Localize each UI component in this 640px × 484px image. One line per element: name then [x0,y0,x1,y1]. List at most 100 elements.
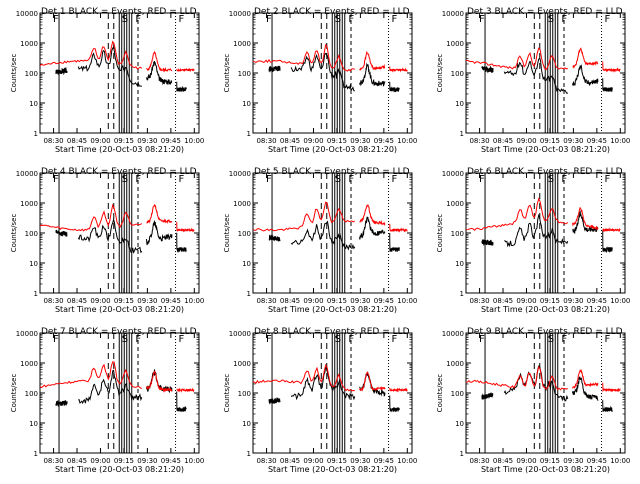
y-tick-label: 10000 [442,10,464,18]
y-tick-label: 1000 [233,360,251,368]
region-marker-label: F [53,14,59,25]
region-marker-label: F [479,334,485,345]
x-tick-label: 09:45 [161,137,181,145]
y-tick-label: 1 [247,130,251,138]
y-tick-label: 1000 [446,360,464,368]
x-axis-label: Start Time (20-Oct-03 08:21:20) [55,465,184,474]
region-marker-label: F [53,334,59,345]
x-tick-label: 09:30 [350,137,370,145]
events-series-line [146,219,173,246]
x-axis-label: Start Time (20-Oct-03 08:21:20) [481,145,610,154]
y-axis-label: Counts/sec [436,54,444,93]
events-series-line [503,57,569,94]
region-marker-label: S [335,334,341,345]
lld-series-line [602,227,621,233]
x-tick-label: 09:15 [327,297,347,305]
events-series-line [602,78,613,92]
y-tick-label: 100 [451,390,464,398]
y-tick-label: 1000 [20,40,38,48]
events-series-line [481,65,494,74]
y-tick-label: 10000 [229,170,251,178]
lld-series-line [40,40,143,70]
x-tick-label: 09:15 [114,457,134,465]
y-tick-label: 10 [29,260,38,268]
x-tick-label: 09:15 [327,457,347,465]
x-axis-label: Start Time (20-Oct-03 08:21:20) [55,145,184,154]
x-tick-label: 09:30 [563,297,583,305]
y-tick-label: 100 [25,230,38,238]
region-marker-label: S [122,14,128,25]
x-tick-label: 08:30 [469,297,489,305]
region-marker-label: F [348,334,354,345]
region-marker-label: F [135,174,141,185]
lld-series-line [176,221,195,233]
events-series-line [290,220,356,251]
lld-series-line [389,387,408,393]
x-axis-label: Start Time (20-Oct-03 08:21:20) [55,305,184,314]
lld-series-line [602,382,621,393]
events-series-line [572,376,599,401]
y-tick-label: 1 [247,290,251,298]
x-tick-label: 10:00 [184,457,204,465]
y-tick-label: 1000 [446,40,464,48]
region-marker-label: F [392,334,398,345]
x-axis-label: Start Time (20-Oct-03 08:21:20) [268,305,397,314]
y-tick-label: 10000 [16,170,38,178]
lld-series-line [359,204,386,227]
panel-title: Det 6 BLACK = Events, RED = LLD [467,167,623,177]
y-tick-label: 10000 [442,170,464,178]
region-marker-label: F [479,174,485,185]
lld-series-line [466,47,568,71]
x-tick-label: 09:45 [587,297,607,305]
region-marker-label: F [135,14,141,25]
y-tick-label: 1000 [446,200,464,208]
lld-series-line [572,207,599,231]
x-tick-label: 08:45 [280,457,300,465]
events-series-line [268,234,281,242]
region-marker-label: F [392,14,398,25]
y-tick-label: 100 [238,70,251,78]
lld-series-line [572,369,599,389]
x-tick-label: 09:30 [350,457,370,465]
y-tick-label: 10 [455,420,464,428]
events-series-line [359,371,386,397]
y-tick-label: 10 [29,100,38,108]
x-tick-label: 09:15 [540,457,560,465]
region-marker-label: S [335,174,341,185]
y-tick-label: 100 [25,390,38,398]
events-series-line [504,213,569,248]
panel-title: Det 5 BLACK = Events, RED = LLD [254,167,410,177]
y-tick-label: 1 [34,290,38,298]
x-tick-label: 09:45 [374,137,394,145]
y-tick-label: 10 [455,100,464,108]
x-tick-label: 08:45 [493,137,513,145]
region-marker-label: F [179,14,185,25]
y-axis-label: Counts/sec [10,214,18,253]
events-series-line [481,392,494,401]
x-tick-label: 09:00 [516,297,536,305]
y-tick-label: 100 [451,230,464,238]
y-tick-label: 1000 [233,40,251,48]
y-tick-label: 1000 [233,200,251,208]
x-tick-label: 09:00 [90,137,110,145]
events-series-line [572,63,599,87]
x-tick-label: 08:30 [43,297,63,305]
region-marker-label: S [548,334,554,345]
events-series-line [146,61,173,86]
x-tick-label: 08:30 [469,457,489,465]
x-tick-label: 10:00 [610,137,630,145]
x-tick-label: 09:30 [137,137,157,145]
x-tick-label: 09:00 [90,457,110,465]
events-series-line [268,65,281,73]
x-tick-label: 08:45 [67,297,87,305]
events-series-line [359,62,386,87]
x-axis-label: Start Time (20-Oct-03 08:21:20) [481,465,610,474]
region-marker-label: F [266,14,272,25]
y-tick-label: 1 [460,290,464,298]
y-axis-label: Counts/sec [223,214,231,253]
